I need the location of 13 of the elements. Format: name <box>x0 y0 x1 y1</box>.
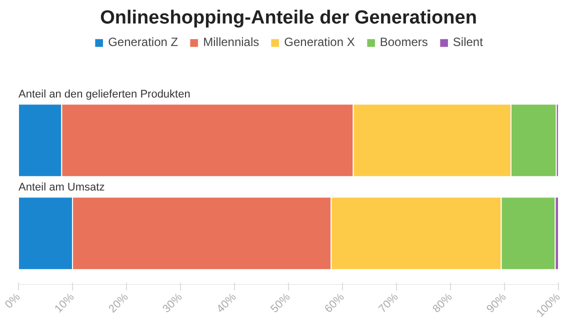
x-tick-label: 40% <box>214 291 239 316</box>
legend-label: Millennials <box>203 35 260 49</box>
x-tick-label: 90% <box>484 291 509 316</box>
x-tick-label: 60% <box>322 291 347 316</box>
legend-label: Silent <box>452 35 483 49</box>
legend-label: Boomers <box>380 35 428 49</box>
legend-label: Generation X <box>284 35 355 49</box>
legend-label: Generation Z <box>108 35 178 49</box>
x-tick-label: 0% <box>3 291 23 311</box>
y-tick-label: Anteil an den gelieferten Produkten <box>18 88 190 100</box>
y-tick-label: Anteil am Umsatz <box>18 181 105 194</box>
x-tick-label: 70% <box>376 291 401 316</box>
chart-title: Onlineshopping-Anteile der Generationen <box>100 8 477 28</box>
